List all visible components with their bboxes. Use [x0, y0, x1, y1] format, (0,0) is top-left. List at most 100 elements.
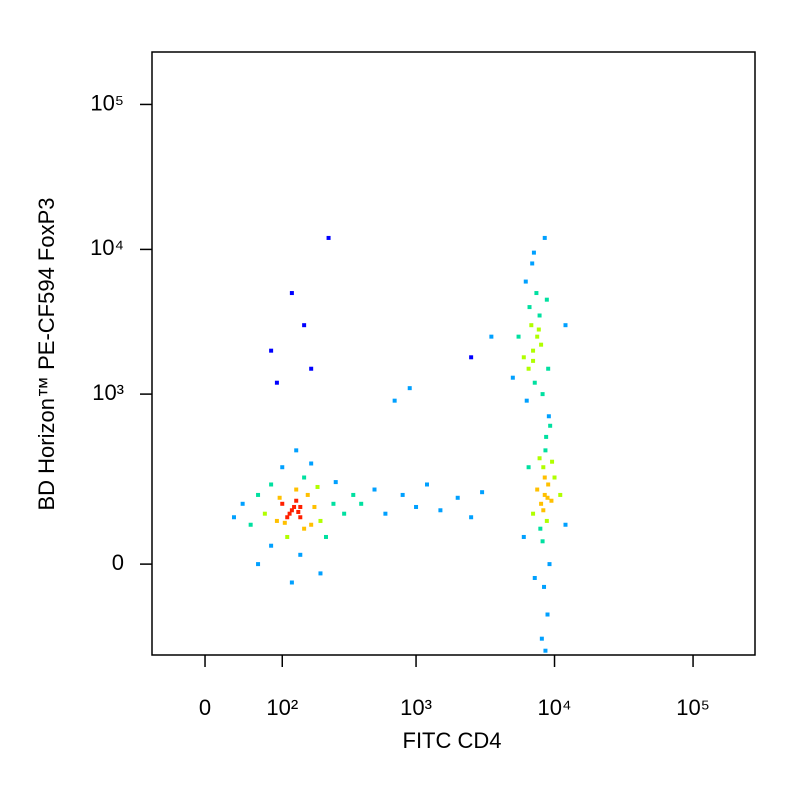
event-dot [359, 501, 364, 506]
event-dot [280, 501, 285, 506]
event-dot [256, 492, 261, 497]
x-tick-label: 10⁴ [538, 695, 572, 720]
event-dot [542, 475, 547, 480]
event-dot [269, 482, 274, 487]
event-dot [526, 465, 531, 470]
event-dot [530, 261, 535, 266]
event-dot [545, 612, 550, 617]
event-dot [294, 498, 299, 503]
event-dot [537, 313, 542, 318]
event-dot [540, 539, 545, 544]
event-dot [539, 501, 544, 506]
event-dot [544, 518, 549, 523]
event-dot [455, 495, 460, 500]
event-dot [309, 522, 314, 527]
event-dot [469, 355, 474, 360]
event-dot [524, 398, 529, 403]
event-dot [516, 334, 521, 339]
event-dot [287, 511, 292, 516]
event-dot [542, 235, 547, 240]
y-tick-label: 10⁵ [90, 90, 124, 115]
event-dot [535, 487, 540, 492]
event-dot [510, 375, 515, 380]
event-dot [538, 526, 543, 531]
event-dot [480, 490, 485, 495]
x-tick-label: 10⁵ [676, 695, 710, 720]
event-dot [285, 534, 290, 539]
event-dot [305, 492, 310, 497]
event-dot [532, 380, 537, 385]
event-dot [469, 515, 474, 520]
event-dot [526, 366, 531, 371]
event-dot [542, 584, 547, 589]
event-dot [527, 305, 532, 310]
event-dot [282, 520, 287, 525]
event-dot [546, 414, 551, 419]
event-dot [563, 323, 568, 328]
event-dot [537, 456, 542, 461]
event-dot [302, 323, 307, 328]
event-dot [531, 358, 536, 363]
event-dot [298, 504, 303, 509]
event-dot [289, 508, 294, 513]
event-dot [542, 492, 547, 497]
event-dot [312, 504, 317, 509]
event-dot [541, 465, 546, 470]
event-dot [274, 380, 279, 385]
event-dot [531, 348, 536, 353]
event-dot [407, 386, 412, 391]
event-dot [289, 580, 294, 585]
event-dot [489, 334, 494, 339]
x-tick-label: 10² [266, 695, 298, 720]
event-dot [544, 434, 549, 439]
event-dot [323, 534, 328, 539]
event-dot [563, 522, 568, 527]
event-dot [248, 522, 253, 527]
event-dot [351, 492, 356, 497]
event-dot [539, 636, 544, 641]
event-dot [383, 511, 388, 516]
event-dot [543, 448, 548, 453]
plot-frame [151, 51, 756, 656]
event-dot [545, 495, 550, 500]
event-dot [531, 250, 536, 255]
event-dot [546, 366, 551, 371]
event-dot [292, 504, 297, 509]
event-dot [289, 291, 294, 296]
x-tick-label: 0 [199, 695, 211, 720]
event-dot [240, 501, 245, 506]
event-dot [531, 511, 536, 516]
event-dot [532, 575, 537, 580]
event-dot [392, 398, 397, 403]
event-dot [277, 495, 282, 500]
y-tick-label: 0 [112, 550, 124, 575]
event-dot [231, 515, 236, 520]
y-tick-label: 10³ [92, 380, 124, 405]
event-dot [294, 448, 299, 453]
event-dot [548, 423, 553, 428]
event-dot [309, 461, 314, 466]
event-dot [523, 279, 528, 284]
event-dot [529, 323, 534, 328]
event-dot [540, 392, 545, 397]
event-dot [558, 492, 563, 497]
event-dot [274, 518, 279, 523]
event-dot [302, 526, 307, 531]
event-dot [372, 487, 377, 492]
event-dot [438, 508, 443, 513]
event-dot [400, 492, 405, 497]
x-tick-label: 10³ [400, 695, 432, 720]
event-dot [296, 509, 301, 514]
event-dot [414, 504, 419, 509]
event-dot [521, 534, 526, 539]
event-dot [285, 515, 290, 520]
event-dot [536, 327, 541, 332]
event-dot [256, 562, 261, 567]
event-dot [552, 475, 557, 480]
event-dot [269, 543, 274, 548]
event-dot [315, 484, 320, 489]
event-dot [298, 515, 303, 520]
event-dot [549, 498, 554, 503]
event-dot [333, 480, 338, 485]
